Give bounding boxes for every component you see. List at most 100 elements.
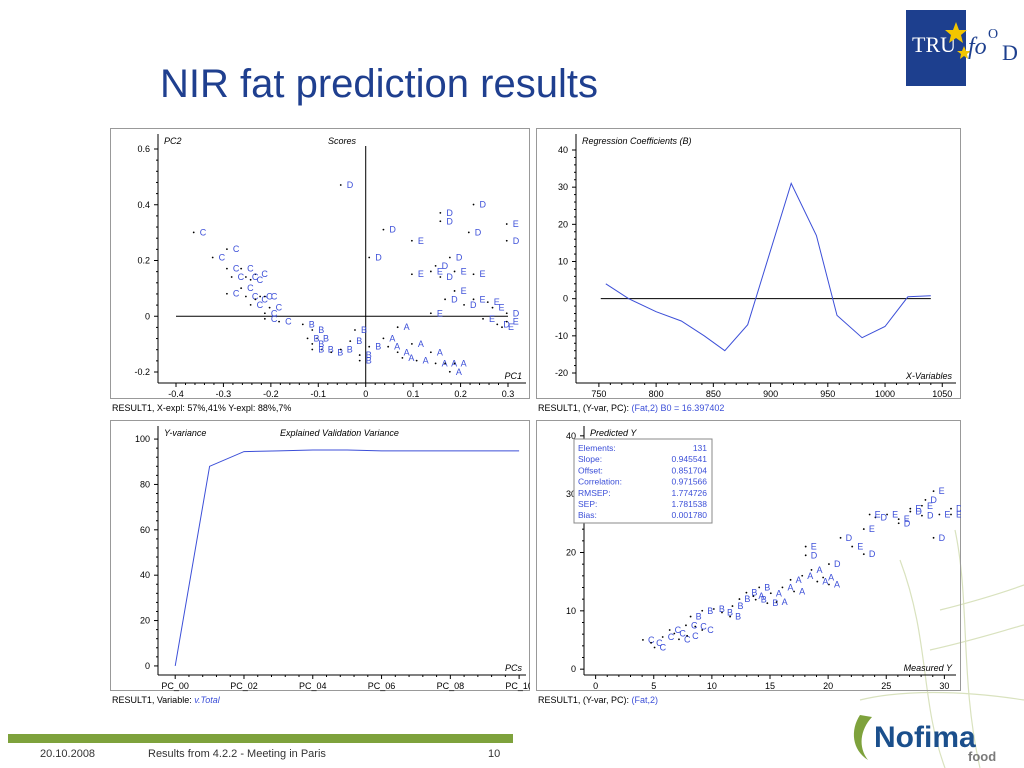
score-point-label: A [437, 347, 443, 357]
score-point-label: D [347, 180, 354, 190]
score-point-label: E [437, 308, 443, 318]
score-point-label: A [461, 358, 467, 368]
x-tick-label: 1050 [932, 389, 952, 399]
score-point-dot [192, 231, 195, 234]
panel-footer: RESULT1, X-expl: 57%,41% Y-expl: 88%,7% [112, 403, 291, 413]
panel-footer: RESULT1, Variable: v.Total [112, 695, 221, 705]
score-point-dot [382, 337, 385, 340]
x-axis-label: PC1 [504, 371, 522, 381]
truefood-logo-text-end: D [1002, 40, 1018, 65]
prediction-point-label: A [782, 597, 788, 607]
score-point-label: E [499, 303, 505, 313]
x-tick-label: 0.3 [502, 389, 515, 399]
score-point-dot [472, 203, 475, 206]
x-tick-label: PC_08 [437, 681, 465, 691]
score-point-dot [306, 337, 309, 340]
prediction-point-label: B [744, 594, 750, 604]
prediction-point-dot [897, 522, 900, 525]
prediction-point-label: E [904, 514, 910, 524]
score-point-dot [501, 326, 503, 329]
prediction-point-dot [721, 611, 723, 614]
score-point-dot [268, 306, 271, 309]
stats-value: 0.945541 [672, 454, 708, 464]
score-point-dot [453, 290, 456, 292]
page-title: NIR fat prediction results [160, 62, 598, 106]
prediction-point-dot [661, 636, 664, 638]
prediction-point-dot [686, 634, 689, 637]
score-point-label: B [375, 342, 381, 352]
y-tick-label: 60 [140, 525, 150, 535]
prediction-point-dot [668, 629, 671, 631]
score-point-dot [505, 239, 508, 242]
x-tick-label: PC_02 [230, 681, 258, 691]
score-point-dot [368, 345, 371, 348]
nofima-leaf-icon [853, 715, 872, 760]
prediction-point-dot [874, 516, 877, 519]
score-point-dot [249, 303, 252, 306]
score-point-dot [330, 351, 333, 354]
footer-caption: Results from 4.2.2 - Meeting in Paris [148, 748, 326, 760]
score-point-label: C [247, 283, 254, 293]
score-point-label: A [404, 322, 410, 332]
prediction-point-dot [862, 553, 865, 556]
coefficient-series-line [605, 182, 931, 352]
score-point-dot [429, 270, 432, 273]
prediction-point-dot [886, 513, 888, 516]
prediction-point-label: C [668, 632, 675, 642]
score-point-dot [429, 351, 432, 354]
score-point-dot [491, 306, 494, 309]
score-point-dot [311, 348, 314, 351]
prediction-point-dot [781, 586, 784, 589]
score-point-dot [240, 287, 243, 290]
score-point-dot [211, 256, 214, 259]
score-point-dot [311, 329, 314, 331]
prediction-point-dot [752, 595, 755, 598]
score-point-dot [278, 320, 280, 323]
prediction-point-label: A [799, 587, 805, 597]
score-point-dot [439, 220, 442, 223]
prediction-point-label: D [930, 495, 937, 505]
stats-value: 0.851704 [672, 465, 708, 475]
score-point-label: C [233, 244, 240, 254]
panel-frame [536, 420, 961, 691]
prediction-point-dot [642, 639, 644, 641]
x-tick-label: -0.2 [263, 389, 279, 399]
score-point-dot [226, 248, 228, 251]
score-point-dot [472, 298, 475, 301]
x-tick-label: 750 [591, 389, 606, 399]
y-tick-label: 10 [558, 257, 568, 267]
chart-scores: PC2 Scores PC1 RESULT1, X-expl: 57%,41% Y-e… [110, 128, 530, 418]
stats-label: RMSEP: [578, 488, 611, 498]
prediction-point-label: A [828, 573, 834, 583]
prediction-point-dot [754, 598, 757, 601]
prediction-point-dot [868, 513, 871, 516]
prediction-point-label: A [787, 582, 793, 592]
score-point-label: C [257, 275, 264, 285]
score-point-dot [482, 317, 484, 320]
score-point-label: B [314, 333, 320, 343]
prediction-point-label: D [880, 512, 887, 522]
score-point-dot [387, 345, 390, 348]
score-point-label: C [271, 292, 278, 302]
score-point-label: E [461, 286, 467, 296]
chart-variance-svg: Y-variance Explained Validation Variance P… [110, 420, 530, 705]
score-point-dot [505, 223, 508, 225]
score-point-dot [320, 348, 323, 351]
stats-value: 1.774726 [672, 488, 708, 498]
score-point-label: D [442, 261, 449, 271]
score-point-dot [382, 228, 385, 231]
truefood-logo-text-left: TRU [912, 32, 956, 57]
prediction-point-dot [689, 615, 692, 618]
prediction-point-dot [793, 590, 795, 593]
prediction-point-dot [701, 609, 704, 612]
variance-series-line [174, 449, 520, 666]
prediction-point-label: B [727, 608, 733, 618]
y-tick-label: -0.2 [134, 367, 150, 377]
score-point-label: D [446, 272, 453, 282]
prediction-point-dot [909, 507, 912, 510]
stats-label: Correlation: [578, 477, 622, 487]
score-point-label: E [480, 269, 486, 279]
prediction-point-label: C [679, 629, 686, 639]
score-point-dot [354, 329, 356, 331]
score-point-label: C [252, 292, 259, 302]
